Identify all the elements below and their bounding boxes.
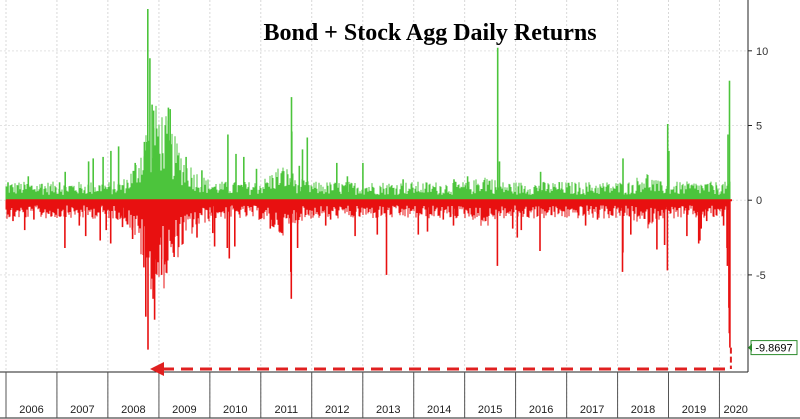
year-axis: 2006 2007 2008 2009 2010 2011 2012 2013 2014 2015… — [5, 372, 748, 418]
year-label: 2010 — [223, 404, 247, 416]
dashed-arrow — [150, 347, 732, 376]
year-label: 2017 — [580, 404, 604, 416]
year-label: 2006 — [19, 404, 43, 416]
year-label: 2011 — [274, 404, 298, 416]
y-tick-label: 0 — [756, 195, 762, 207]
last-value-callout: -9.8697 — [748, 340, 798, 356]
year-label: 2009 — [172, 404, 196, 416]
return-spikes — [7, 9, 731, 350]
y-tick-labels: 10 5 0 -5 — [748, 46, 768, 282]
year-label: 2020 — [723, 404, 747, 416]
year-label: 2013 — [376, 404, 400, 416]
last-value-label: -9.8697 — [755, 343, 792, 355]
year-label: 2014 — [427, 404, 451, 416]
last-value-pointer — [748, 343, 752, 352]
year-label: 2018 — [631, 404, 655, 416]
year-label: 2007 — [70, 404, 94, 416]
y-tick-label: 10 — [756, 46, 768, 58]
year-label: 2016 — [529, 404, 553, 416]
chart-title: Bond + Stock Agg Daily Returns — [263, 20, 596, 46]
positive-returns-texture — [5, 105, 731, 201]
y-tick-label: 5 — [756, 121, 762, 133]
y-tick-label: -5 — [756, 270, 766, 282]
year-label: 2012 — [325, 404, 349, 416]
arrow-head — [150, 362, 164, 376]
year-label: 2008 — [121, 404, 145, 416]
year-label: 2015 — [478, 404, 502, 416]
year-label: 2019 — [682, 404, 706, 416]
